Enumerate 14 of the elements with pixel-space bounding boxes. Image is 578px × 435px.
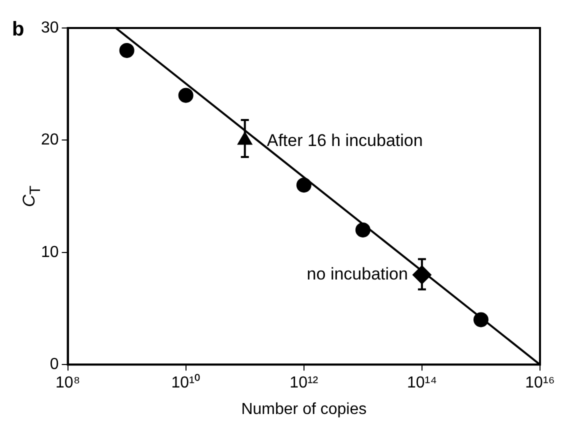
x-tick-label: 10⁸ bbox=[56, 374, 80, 392]
x-axis-title: Number of copies bbox=[241, 400, 367, 418]
y-tick-label: 10 bbox=[41, 244, 59, 261]
y-axis-title: CT bbox=[20, 186, 44, 208]
y-tick-label: 30 bbox=[41, 19, 59, 36]
annotation: After 16 h incubation bbox=[266, 130, 423, 150]
y-tick-label: 0 bbox=[50, 356, 59, 374]
x-tick-label: 10¹⁶ bbox=[525, 374, 555, 392]
text: b bbox=[12, 18, 24, 41]
y-tick-label: 20 bbox=[41, 132, 59, 149]
x-tick-label: 10¹² bbox=[290, 374, 319, 392]
x-tick-label: 10¹⁰ bbox=[171, 374, 200, 392]
x-tick-label: 10¹⁴ bbox=[406, 374, 438, 392]
annotation: no incubation bbox=[306, 264, 408, 284]
